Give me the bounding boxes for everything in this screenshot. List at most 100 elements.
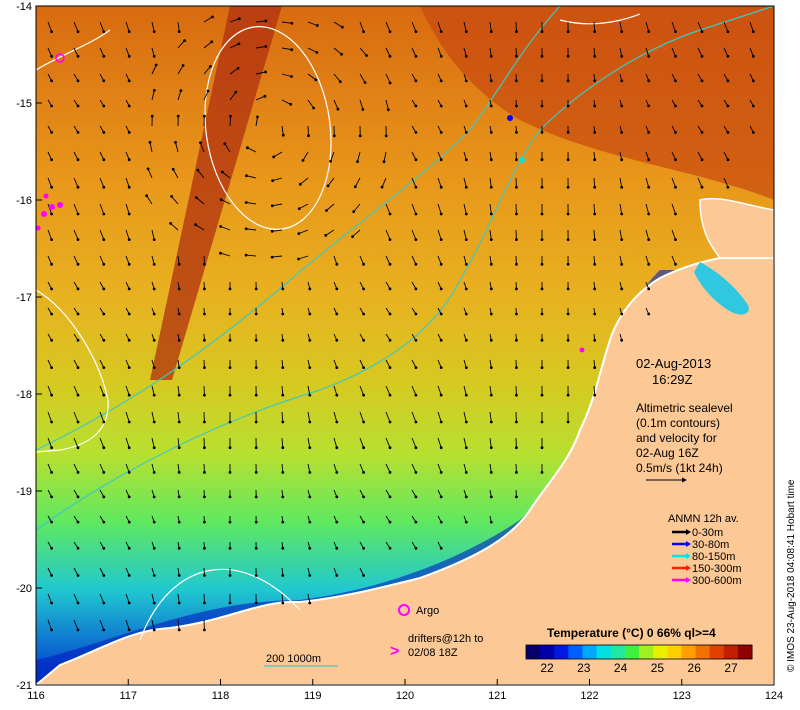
velocity-arrowhead [150, 114, 154, 118]
velocity-arrow [333, 255, 338, 265]
velocity-arrowhead [439, 30, 443, 33]
velocity-arrowhead [228, 366, 232, 369]
velocity-arrow [385, 229, 391, 240]
velocity-arrowhead [308, 546, 312, 550]
velocity-arrow [298, 229, 309, 235]
velocity-arrow [307, 437, 311, 448]
colorbar-swatch [540, 645, 555, 659]
velocity-arrowhead [228, 495, 232, 499]
velocity-arrow [151, 593, 155, 604]
velocity-arrow [333, 411, 338, 423]
velocity-arrowhead [203, 628, 206, 632]
velocity-arrowhead [76, 520, 80, 524]
velocity-arrowhead [281, 546, 285, 550]
velocity-arrow [272, 229, 283, 232]
colorbar-swatch [681, 645, 696, 659]
velocity-arrowhead [464, 238, 468, 242]
velocity-arrowhead [102, 30, 106, 33]
velocity-arrow [73, 255, 79, 265]
velocity-arrowhead [388, 520, 392, 524]
velocity-arrow [359, 411, 365, 423]
velocity-arrowhead [152, 262, 156, 266]
velocity-arrowhead [270, 229, 274, 233]
velocity-arrowhead [315, 24, 319, 27]
date-label: 02-Aug-2013 [636, 356, 711, 371]
velocity-arrowhead [439, 131, 443, 134]
velocity-arrowhead [515, 287, 518, 291]
velocity-arrowhead [50, 131, 53, 134]
velocity-arrowhead [674, 30, 677, 33]
velocity-arrow [489, 229, 492, 240]
velocity-arrowhead [152, 238, 156, 242]
velocity-arrow [247, 147, 257, 153]
velocity-arrowhead [726, 158, 730, 162]
warm-water-region [420, 6, 774, 200]
velocity-arrowhead [566, 420, 570, 424]
anmn-legend-label: 80-150m [692, 551, 735, 563]
velocity-arrowhead [674, 158, 677, 162]
velocity-arrowhead [148, 140, 152, 144]
velocity-arrowhead [566, 262, 570, 266]
velocity-arrowhead [50, 471, 53, 474]
velocity-arrow [177, 40, 185, 49]
velocity-arrowhead [489, 312, 493, 316]
velocity-arrow [47, 255, 53, 265]
velocity-arrow [146, 195, 153, 205]
velocity-arrow [307, 463, 311, 473]
velocity-arrowhead [593, 287, 597, 291]
velocity-arrowhead [540, 131, 544, 134]
velocity-arrow [359, 385, 365, 396]
anmn-legend-arrowhead [686, 553, 691, 559]
velocity-arrow [489, 255, 492, 265]
velocity-arrow [99, 151, 105, 160]
velocity-vectors [47, 15, 755, 632]
velocity-arrowhead [127, 238, 131, 242]
velocity-arrowhead [489, 287, 493, 291]
velocity-arrowhead [335, 287, 339, 291]
colorbar-swatch [526, 645, 541, 659]
velocity-arrow [298, 255, 309, 260]
velocity-arrowhead [515, 185, 518, 189]
sealevel-contour-south [139, 568, 301, 641]
velocity-arrowhead [254, 393, 258, 397]
velocity-arrowhead [566, 393, 570, 397]
velocity-arrowhead [102, 601, 106, 605]
velocity-arrowhead [332, 134, 336, 138]
velocity-arrow [177, 90, 182, 101]
velocity-arrowhead [356, 160, 359, 164]
velocity-arrowhead [312, 106, 315, 110]
velocity-arrowhead [439, 520, 443, 524]
velocity-arrowhead [152, 287, 156, 291]
anmn-legend-label: 0-30m [692, 527, 723, 539]
velocity-arrow [307, 21, 318, 26]
velocity-arrowhead [127, 104, 131, 108]
velocity-arrow [99, 255, 105, 265]
velocity-arrowhead [152, 420, 156, 424]
velocity-arrow [272, 255, 283, 258]
velocity-arrow [177, 463, 180, 473]
velocity-arrowhead [177, 601, 181, 605]
velocity-arrowhead [382, 160, 386, 164]
isobath-1000m [36, 6, 561, 451]
velocity-arrowhead [464, 420, 468, 424]
velocity-arrowhead [593, 238, 597, 242]
velocity-arrowhead [244, 201, 248, 204]
velocity-arrowhead [209, 65, 212, 68]
velocity-arrowhead [620, 238, 624, 242]
velocity-arrowhead [566, 366, 570, 369]
velocity-arrowhead [228, 520, 232, 524]
velocity-arrowhead [647, 238, 651, 242]
velocity-arrow [99, 229, 105, 240]
velocity-arrow [411, 255, 417, 265]
velocity-arrowhead [674, 185, 677, 189]
velocity-arrowhead [414, 131, 418, 134]
velocity-arrowhead [308, 420, 312, 424]
velocity-arrowhead [340, 52, 343, 56]
velocity-arrowhead [593, 30, 597, 33]
velocity-arrowhead [237, 17, 241, 21]
colorbar-tick-label: 26 [688, 661, 702, 675]
velocity-arrowhead [439, 79, 443, 83]
velocity-arrowhead [281, 495, 285, 499]
velocity-arrow [151, 47, 155, 57]
